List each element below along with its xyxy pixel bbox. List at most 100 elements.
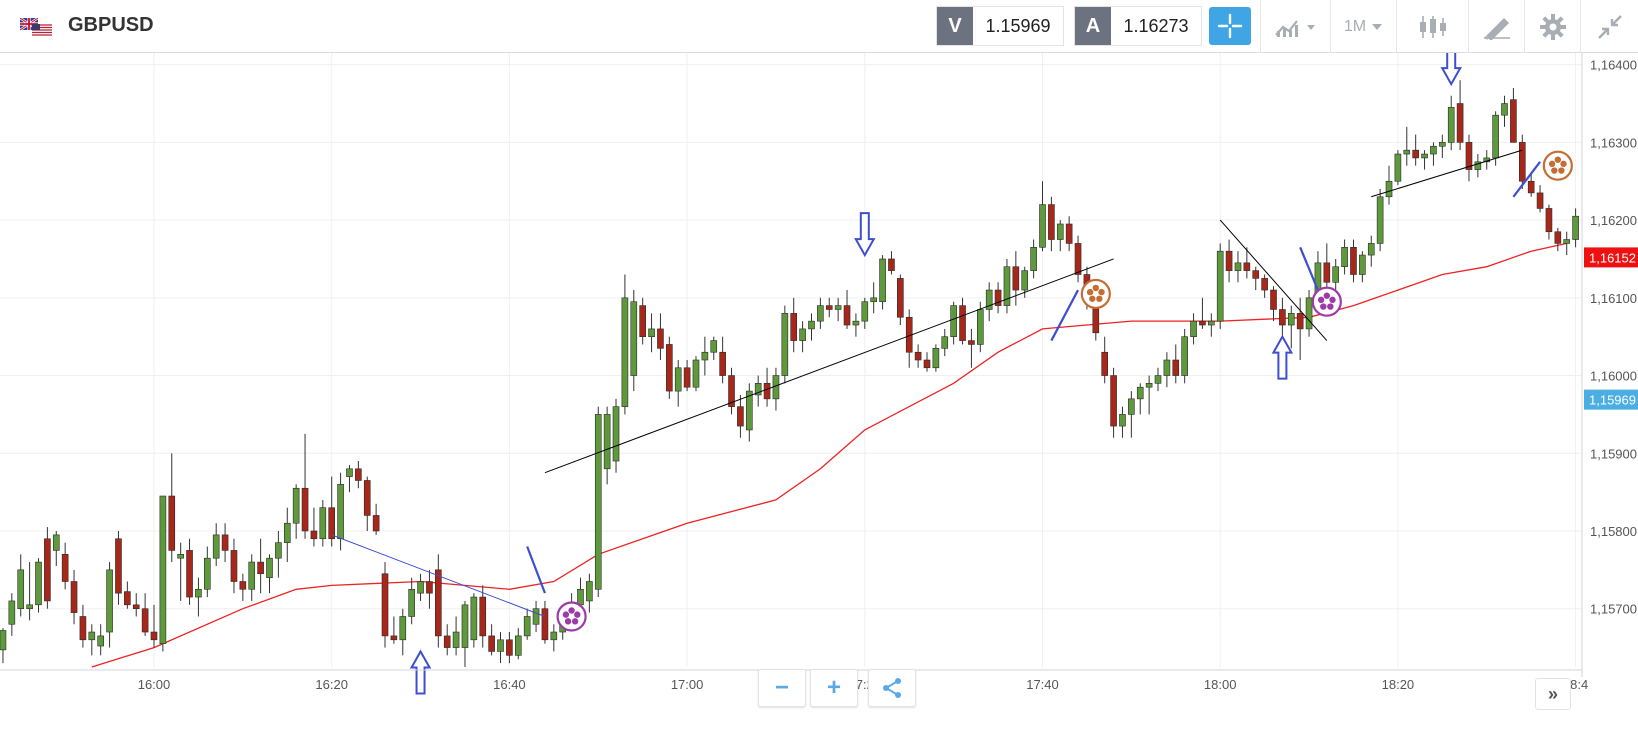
settings-button[interactable] — [1524, 0, 1581, 53]
y-tick-label: 1,16200 — [1590, 213, 1637, 228]
candle-body — [230, 550, 238, 582]
sell-quote-button[interactable]: V 1.15969 — [936, 6, 1064, 46]
y-tick-label: 1,16100 — [1590, 291, 1637, 306]
candle-body — [790, 313, 798, 341]
candle-body — [1101, 351, 1108, 376]
candle-body — [470, 596, 478, 641]
zoom-in-button[interactable]: + — [810, 669, 858, 707]
candlestick-icon — [1420, 15, 1446, 38]
y-tick-label: 1,15800 — [1590, 524, 1637, 539]
drawing-tools-button[interactable] — [1468, 0, 1525, 53]
candle-body — [1252, 270, 1260, 279]
candle-body — [292, 487, 300, 524]
candle-body — [586, 581, 593, 602]
candle-body — [772, 375, 780, 400]
candle-body — [1510, 99, 1517, 143]
candle-body — [621, 297, 629, 407]
timeframe-selector[interactable]: 1M — [1330, 0, 1397, 53]
candle-body — [381, 573, 389, 637]
candle-body — [61, 554, 69, 582]
sell-letter: V — [937, 7, 973, 45]
trendline — [1371, 149, 1523, 198]
candle-body — [1128, 398, 1135, 415]
candle-body — [870, 297, 877, 303]
candle-body — [523, 616, 531, 637]
y-tick-label: 1,15700 — [1590, 602, 1637, 617]
share-button[interactable] — [868, 669, 916, 707]
chart-type-button[interactable] — [1396, 0, 1469, 53]
candle-body — [479, 596, 487, 637]
candle-body — [1270, 289, 1277, 310]
scroll-to-latest-button[interactable]: » — [1535, 678, 1571, 710]
candle-body — [1572, 215, 1579, 240]
candle-body — [1181, 336, 1188, 376]
candle-body — [719, 351, 726, 376]
candle-body — [1536, 192, 1544, 209]
candle-body — [1305, 297, 1313, 330]
swing-stroke — [1299, 246, 1319, 291]
candle-body — [1119, 414, 1126, 427]
candle-body — [1243, 262, 1251, 271]
candle-body — [1403, 149, 1411, 155]
candle-body — [488, 635, 495, 652]
candle-body — [1323, 262, 1331, 283]
candle-body — [141, 608, 149, 633]
candle-body — [97, 635, 104, 647]
candle-body — [417, 581, 424, 594]
swing-stroke — [526, 546, 546, 594]
candle-body — [1527, 180, 1535, 194]
candle-body — [861, 301, 869, 322]
y-tick-label: 1,16000 — [1590, 369, 1637, 384]
candle-body — [372, 515, 380, 532]
indicators-button[interactable] — [1260, 0, 1331, 53]
collapse-icon — [1598, 14, 1622, 39]
x-tick-label: 16:20 — [315, 677, 348, 692]
candle-body — [985, 289, 993, 310]
trendline — [1219, 219, 1328, 341]
candle-body — [1474, 161, 1482, 170]
zoom-out-button[interactable]: − — [758, 669, 806, 707]
price-chart[interactable]: 1,15700 1,15800 1,15900 1,16000 1,16100 1,162… — [0, 53, 1638, 729]
candle-body — [275, 542, 282, 559]
candle-body — [514, 635, 522, 656]
candle-body — [301, 487, 309, 532]
candle-body — [630, 301, 638, 376]
chevron-down-icon — [1372, 23, 1383, 30]
candle-body — [212, 534, 220, 559]
candle-body — [745, 390, 753, 431]
candle-body — [781, 313, 789, 376]
candle-body — [648, 328, 655, 337]
candle-body — [52, 534, 60, 551]
chart-svg[interactable]: 1,15700 1,15800 1,15900 1,16000 1,16100 1,162… — [0, 53, 1638, 729]
moving-average-line — [91, 242, 1567, 668]
candle-body — [1003, 266, 1011, 306]
drawing-pencil-icon — [1484, 17, 1510, 40]
candle-body — [195, 588, 202, 598]
candle-body — [1110, 375, 1117, 427]
candle-body — [35, 561, 42, 606]
candle-body — [1048, 204, 1055, 240]
candle-body — [710, 340, 718, 353]
candle-body — [408, 588, 415, 617]
candle-body — [177, 554, 184, 559]
candle-body — [1145, 383, 1153, 388]
candle-body — [1554, 231, 1562, 244]
buy-quote-button[interactable]: A 1.16273 — [1074, 6, 1202, 46]
swing-stroke — [1512, 161, 1541, 198]
candle-body — [1430, 145, 1437, 155]
candle-body — [1545, 208, 1553, 233]
candle-body — [532, 608, 540, 625]
candle-body — [88, 631, 96, 641]
candle-body — [1065, 223, 1073, 244]
candle-body — [1376, 196, 1384, 244]
crosshair-button[interactable] — [1209, 7, 1251, 45]
candle-body — [1287, 313, 1295, 326]
candle-body — [346, 468, 353, 477]
candle-body — [204, 557, 211, 590]
collapse-button[interactable] — [1580, 0, 1638, 53]
candle-body — [150, 631, 158, 641]
candle-body — [666, 344, 673, 392]
candle-body — [44, 538, 51, 602]
candle-body — [1172, 359, 1180, 376]
candle-body — [221, 534, 229, 551]
